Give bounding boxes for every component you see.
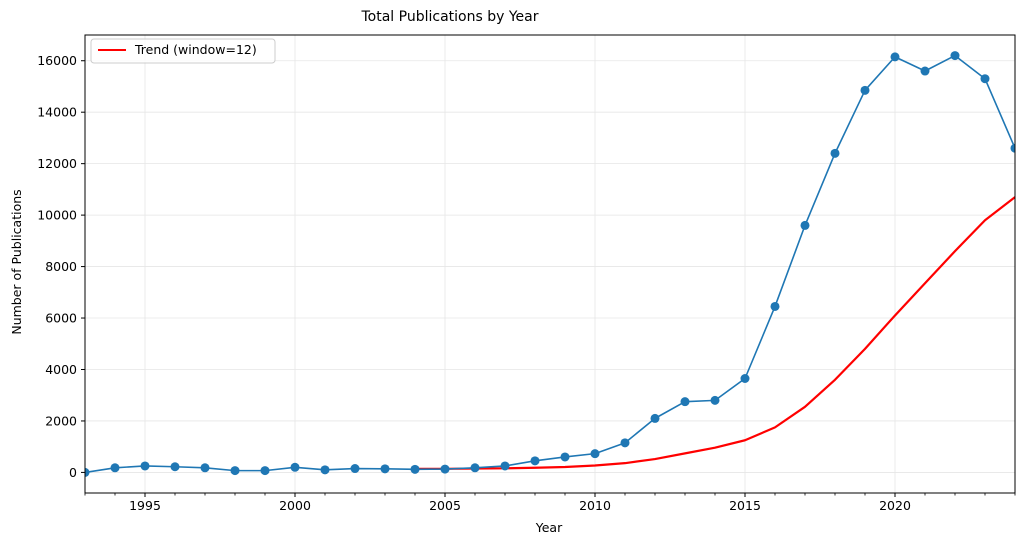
data-point bbox=[920, 66, 930, 76]
data-point bbox=[500, 461, 510, 471]
data-point bbox=[1010, 143, 1015, 153]
y-tick-label: 12000 bbox=[37, 156, 77, 171]
data-point bbox=[260, 466, 270, 476]
data-point bbox=[830, 148, 840, 158]
data-point bbox=[950, 51, 960, 61]
legend-box bbox=[90, 38, 276, 64]
x-tick-label: 2000 bbox=[279, 498, 311, 513]
data-point bbox=[85, 467, 90, 477]
data-point bbox=[470, 463, 480, 473]
plot-frame bbox=[84, 34, 1016, 494]
x-axis: 1995 2000 2005 2010 2015 2020 bbox=[84, 493, 1016, 513]
publications-line bbox=[85, 54, 1015, 474]
data-point bbox=[590, 449, 600, 459]
legend-trend-label: Trend (window=12) bbox=[134, 42, 257, 57]
data-point bbox=[800, 220, 810, 230]
data-point bbox=[620, 438, 630, 448]
y-axis-label: Number of Publications bbox=[9, 189, 24, 334]
data-point bbox=[860, 85, 870, 95]
y-tick-label: 0 bbox=[69, 465, 77, 480]
data-point bbox=[440, 464, 450, 474]
y-tick-label: 14000 bbox=[37, 105, 77, 120]
x-tick-label: 2005 bbox=[429, 498, 461, 513]
legend: Trend (window=12) bbox=[90, 38, 276, 64]
data-point bbox=[710, 395, 720, 405]
data-point bbox=[680, 397, 690, 407]
data-point bbox=[530, 456, 540, 466]
data-point bbox=[230, 466, 240, 476]
grid bbox=[85, 35, 1015, 493]
x-tick-label: 2015 bbox=[729, 498, 761, 513]
data-point bbox=[290, 462, 300, 472]
data-point bbox=[980, 74, 990, 84]
data-point bbox=[890, 52, 900, 62]
data-point bbox=[320, 465, 330, 475]
y-tick-label: 4000 bbox=[45, 362, 77, 377]
data-point bbox=[350, 464, 360, 474]
y-tick-label: 2000 bbox=[45, 413, 77, 428]
data-point bbox=[140, 461, 150, 471]
data-point bbox=[770, 301, 780, 311]
x-tick-label: 2020 bbox=[879, 498, 911, 513]
trend-line-layer bbox=[415, 196, 1015, 470]
y-tick-label: 6000 bbox=[45, 311, 77, 326]
chart-title: Total Publications by Year bbox=[361, 9, 539, 25]
data-point bbox=[380, 464, 390, 474]
data-point bbox=[170, 462, 180, 472]
data-point bbox=[410, 464, 420, 474]
x-axis-label: Year bbox=[535, 520, 563, 535]
x-tick-label: 2010 bbox=[579, 498, 611, 513]
series-layer bbox=[85, 51, 1015, 477]
trend-line bbox=[415, 196, 1015, 470]
data-point bbox=[650, 413, 660, 423]
data-point bbox=[740, 374, 750, 383]
data-point bbox=[560, 452, 570, 462]
data-point bbox=[200, 463, 210, 473]
data-point bbox=[110, 463, 120, 473]
y-tick-label: 16000 bbox=[37, 53, 77, 68]
y-axis: 0 2000 4000 6000 8000 10000 12000 14000 16000 bbox=[37, 53, 85, 480]
y-tick-label: 8000 bbox=[45, 259, 77, 274]
x-tick-label: 1995 bbox=[129, 498, 161, 513]
y-tick-label: 10000 bbox=[37, 208, 77, 223]
